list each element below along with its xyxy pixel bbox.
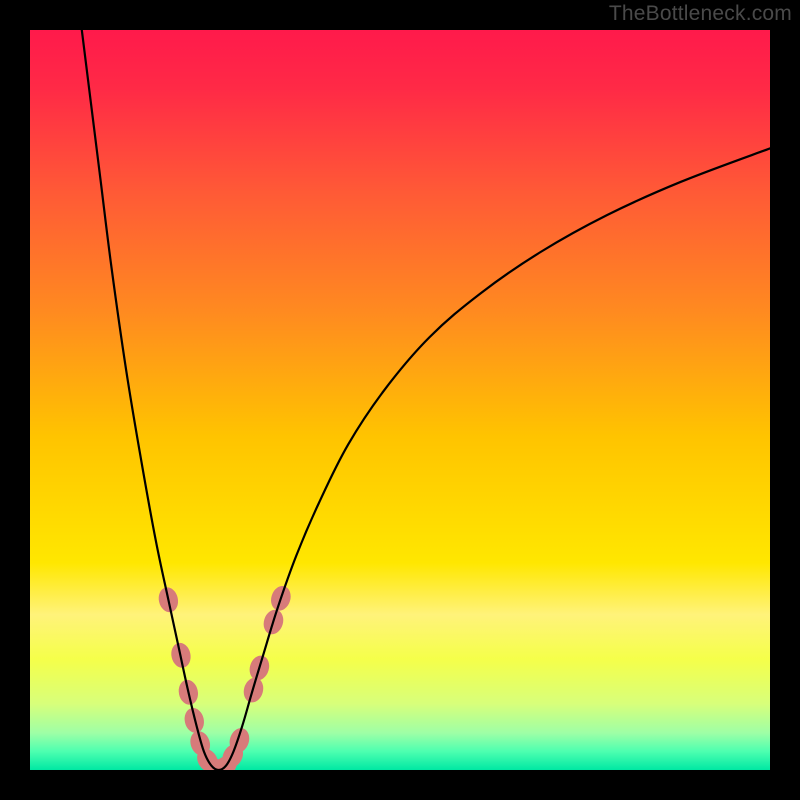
chart-stage: { "chart": { "type": "line", "canvas": {… (0, 0, 800, 800)
plot-frame (30, 30, 770, 770)
watermark-text: TheBottleneck.com (609, 2, 792, 26)
plot-background-gradient (30, 30, 770, 770)
